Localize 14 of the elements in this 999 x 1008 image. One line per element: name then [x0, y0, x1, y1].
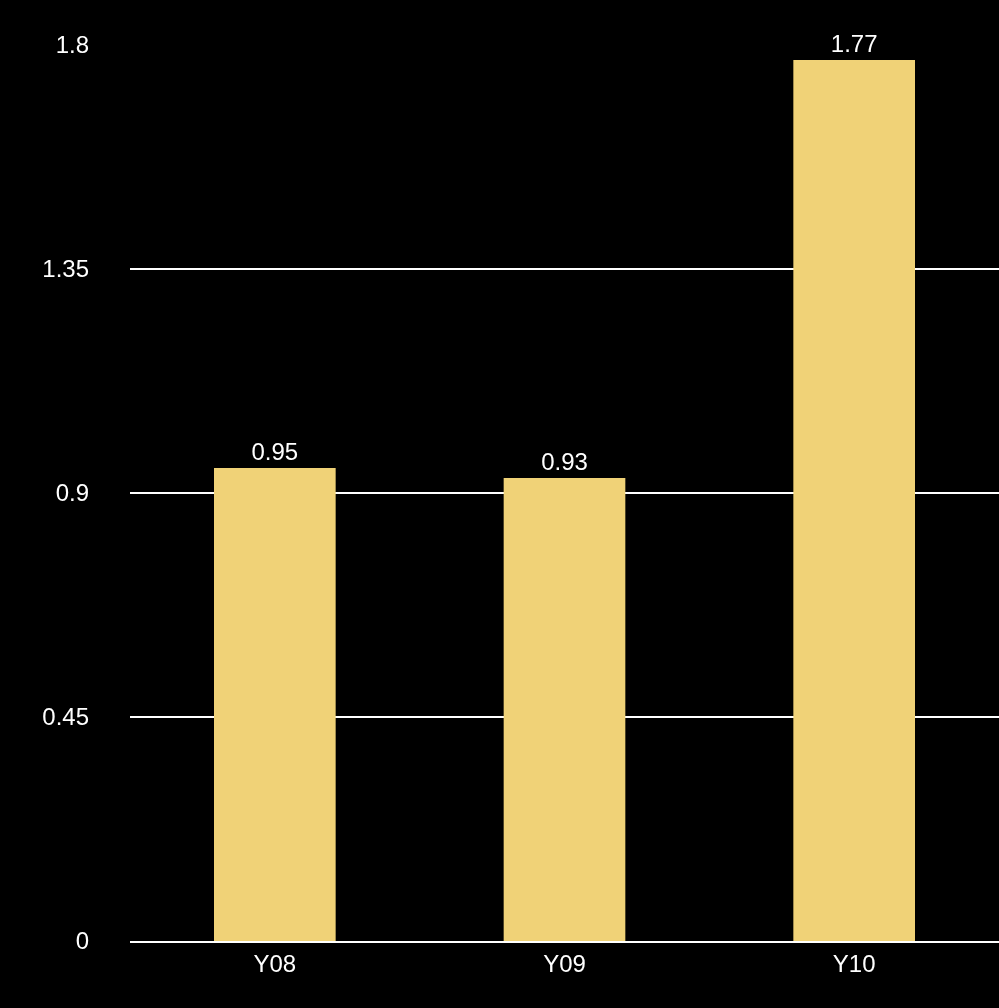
data-label: 0.95: [251, 438, 299, 466]
x-tick-label: Y10: [832, 949, 876, 977]
bar: [503, 478, 626, 941]
x-tick-label: Y09: [543, 949, 586, 977]
bar: [214, 468, 336, 941]
y-tick-label: 0.9: [55, 479, 89, 507]
x-tick-label: Y08: [253, 949, 297, 977]
data-label: 0.93: [541, 448, 588, 476]
bar: [793, 59, 915, 941]
y-tick-label: 1.35: [42, 255, 89, 283]
data-label: 1.77: [830, 29, 878, 57]
y-tick-label: 1.8: [55, 31, 89, 59]
y-tick-label: 0: [75, 927, 89, 955]
y-tick-label: 0.45: [42, 703, 89, 731]
